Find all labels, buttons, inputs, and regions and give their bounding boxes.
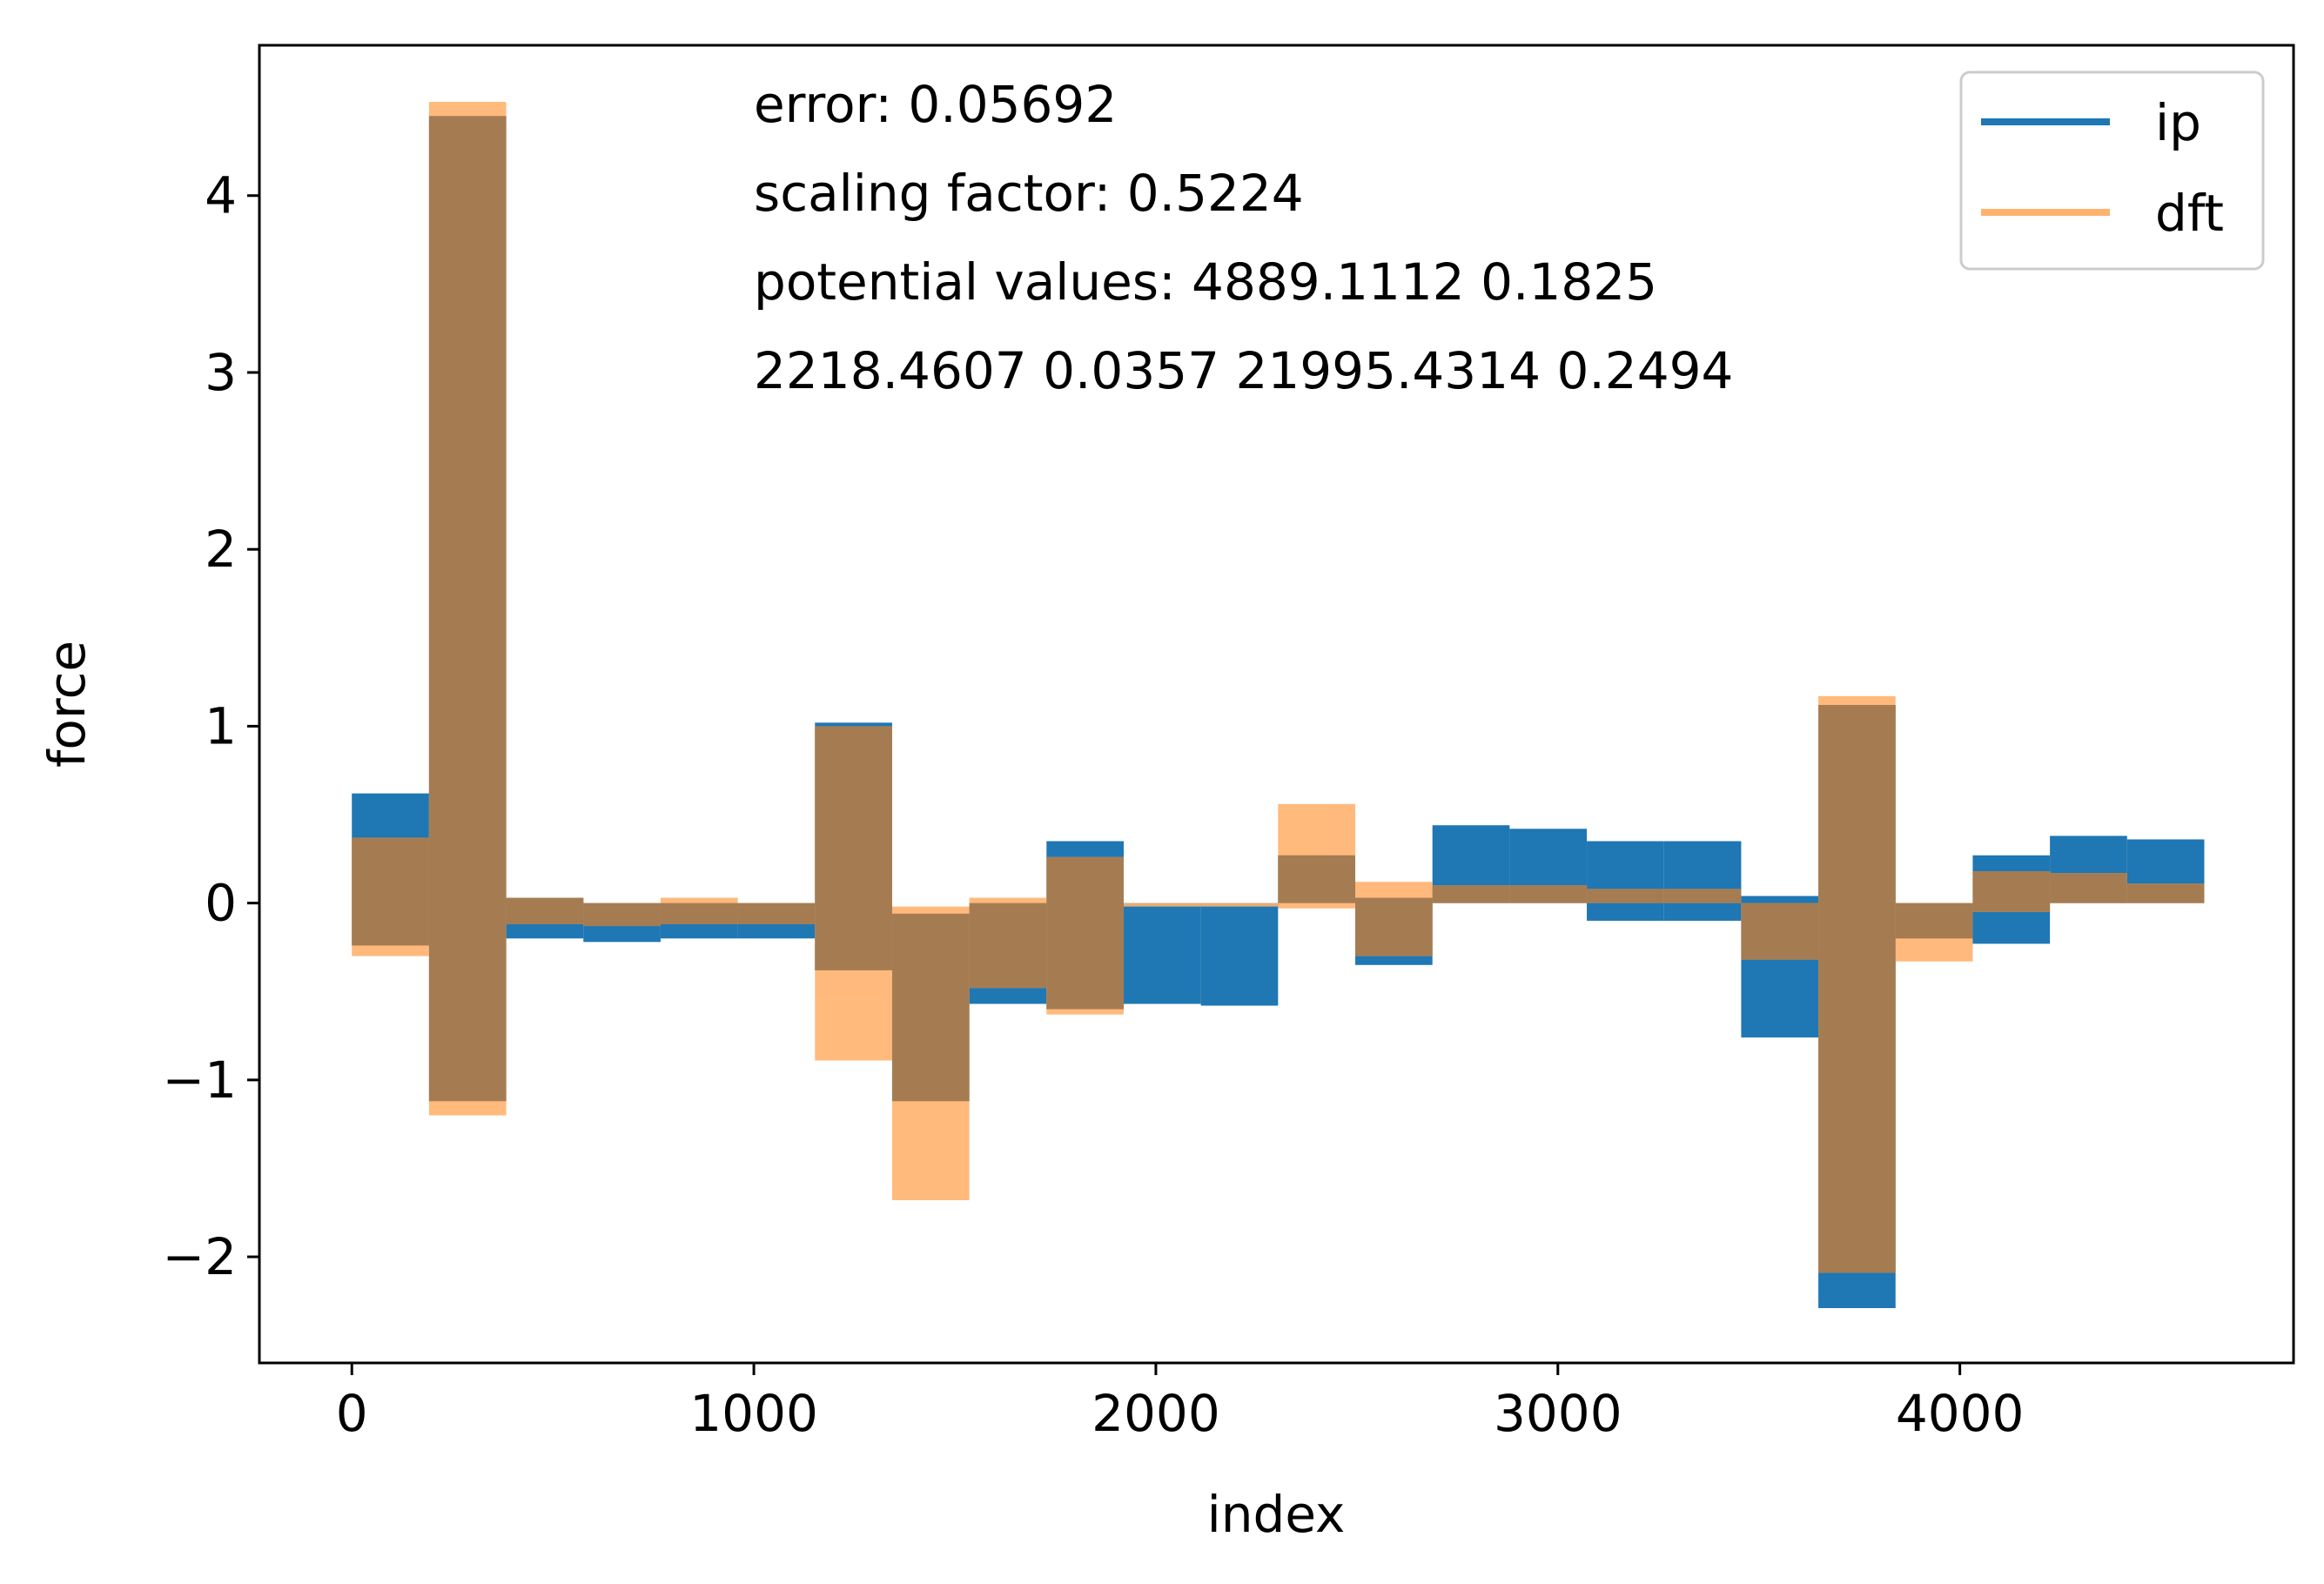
legend-label-ip: ip bbox=[2155, 93, 2201, 152]
overlap-band bbox=[1663, 889, 1742, 903]
x-axis: 0 1000 2000 3000 4000 bbox=[336, 1363, 2025, 1443]
data-bands bbox=[352, 102, 2205, 1309]
overlap-region bbox=[352, 116, 2205, 1273]
overlap-band bbox=[1509, 885, 1588, 903]
annotation-scaling-factor: scaling factor: 0.5224 bbox=[754, 164, 1304, 223]
dft-band bbox=[1200, 903, 1279, 907]
legend-label-dft: dft bbox=[2155, 184, 2224, 243]
y-tick-label: 1 bbox=[205, 696, 237, 755]
overlap-band bbox=[506, 897, 584, 925]
y-axis: −2 −1 0 1 2 3 4 bbox=[163, 166, 259, 1286]
overlap-band bbox=[1432, 885, 1510, 903]
overlap-band bbox=[428, 116, 507, 1102]
overlap-band bbox=[1741, 903, 1819, 960]
y-tick-label: −2 bbox=[163, 1227, 238, 1286]
overlap-band bbox=[969, 903, 1047, 989]
x-tick-label: 0 bbox=[336, 1384, 368, 1443]
annotation-potential-values-continued: 2218.4607 0.0357 21995.4314 0.2494 bbox=[754, 341, 1733, 400]
overlap-band bbox=[660, 903, 738, 925]
ip-band bbox=[1123, 903, 1201, 1004]
overlap-band bbox=[1818, 705, 1896, 1273]
x-tick-label: 4000 bbox=[1896, 1384, 2025, 1443]
overlap-band bbox=[1587, 889, 1664, 903]
annotation-potential-values: potential values: 4889.1112 0.1825 bbox=[754, 252, 1657, 312]
overlap-band bbox=[815, 726, 892, 970]
overlap-band bbox=[1355, 897, 1433, 956]
legend: ip dft bbox=[1959, 70, 2265, 271]
ip-band bbox=[1663, 841, 1742, 921]
x-tick-label: 3000 bbox=[1494, 1384, 1622, 1443]
overlap-band bbox=[2126, 883, 2205, 903]
ip-band bbox=[1200, 903, 1279, 1006]
overlap-band bbox=[2050, 873, 2127, 903]
y-tick-label: 0 bbox=[205, 874, 237, 933]
y-tick-label: 2 bbox=[205, 520, 237, 579]
x-tick-label: 2000 bbox=[1091, 1384, 1220, 1443]
annotations: error: 0.05692 scaling factor: 0.5224 po… bbox=[754, 75, 1733, 400]
overlap-band bbox=[891, 913, 970, 1102]
overlap-band bbox=[1046, 856, 1124, 1010]
x-axis-label: index bbox=[1207, 1485, 1346, 1544]
ip-band bbox=[1587, 841, 1664, 921]
dft-band bbox=[1123, 903, 1201, 907]
y-tick-label: 4 bbox=[205, 166, 237, 225]
y-tick-label: −1 bbox=[163, 1050, 238, 1110]
y-axis-label: force bbox=[37, 641, 97, 768]
overlap-band bbox=[1895, 903, 1973, 939]
overlap-band bbox=[352, 837, 429, 946]
overlap-band bbox=[583, 903, 661, 927]
overlap-band bbox=[1278, 855, 1356, 903]
plot-frame bbox=[258, 44, 2295, 1365]
y-tick-label: 3 bbox=[205, 343, 237, 402]
x-tick-label: 1000 bbox=[689, 1384, 818, 1443]
overlap-band bbox=[737, 903, 816, 925]
annotation-error: error: 0.05692 bbox=[754, 75, 1117, 134]
overlap-band bbox=[1972, 871, 2051, 912]
